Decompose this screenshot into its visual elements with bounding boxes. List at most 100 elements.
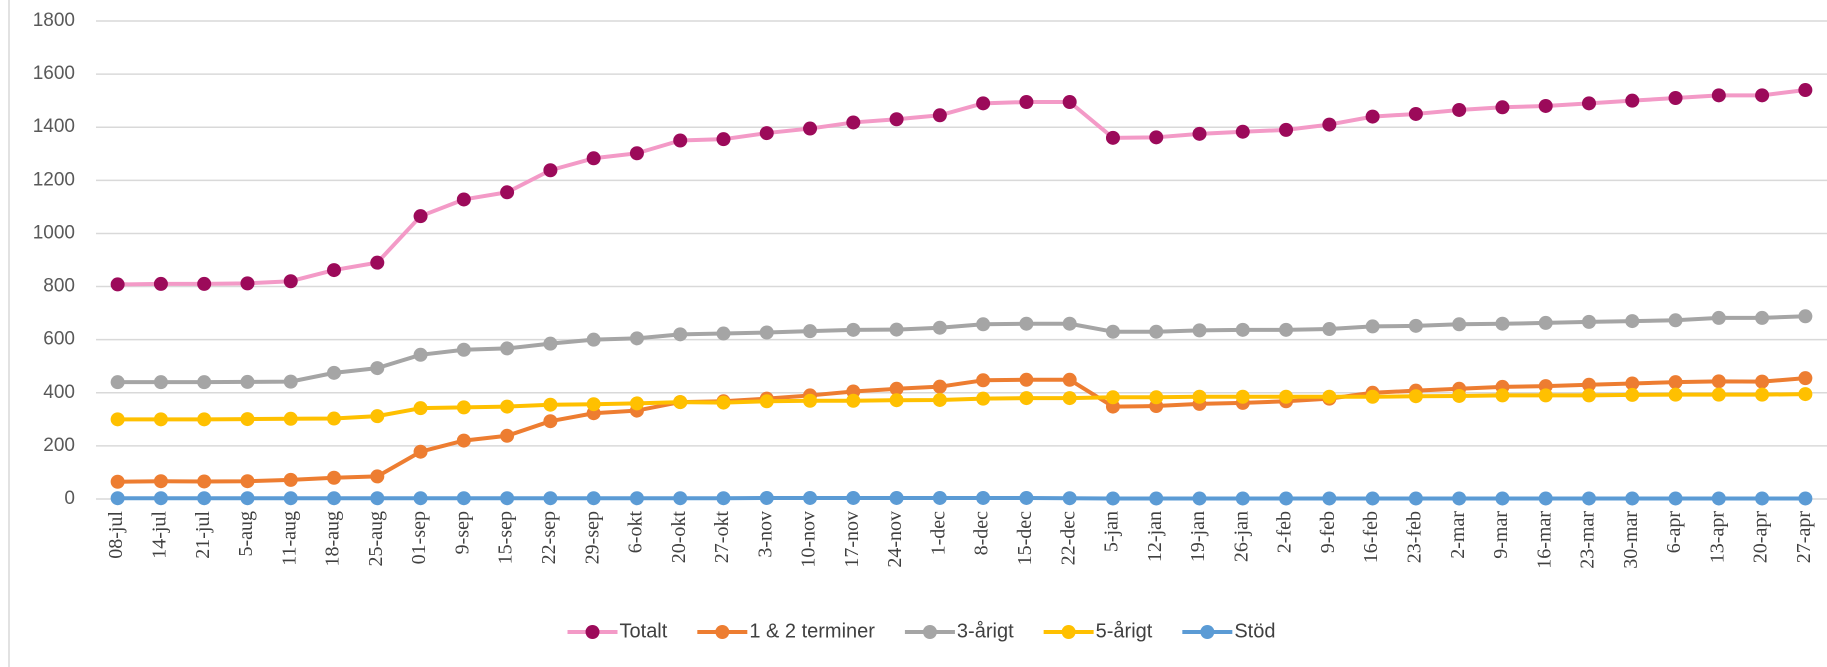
data-point (327, 263, 342, 278)
x-tick-label: 14-jul (149, 511, 171, 559)
y-tick-label: 1200 (33, 169, 75, 190)
data-point (586, 332, 601, 347)
data-point (846, 115, 861, 130)
data-point (803, 393, 818, 408)
data-point (1668, 313, 1683, 328)
data-point (932, 320, 947, 335)
data-point (197, 412, 212, 427)
x-tick-label: 21-jul (192, 511, 214, 559)
data-point (110, 474, 125, 489)
data-point (197, 474, 212, 489)
data-point (1581, 491, 1596, 506)
data-point (500, 399, 515, 414)
data-point (1408, 389, 1423, 404)
data-point (240, 276, 255, 291)
data-point (1581, 96, 1596, 111)
data-point (283, 472, 298, 487)
data-point (976, 317, 991, 332)
data-point (1019, 316, 1034, 331)
data-point (1452, 388, 1467, 403)
x-tick-label: 23-feb (1403, 511, 1425, 563)
x-tick-label: 16-mar (1533, 511, 1555, 569)
data-point (153, 474, 168, 489)
x-tick-label: 27-okt (711, 511, 733, 564)
data-point (1192, 491, 1207, 506)
y-tick-label: 400 (43, 382, 75, 403)
data-point (1062, 391, 1077, 406)
data-point (1452, 102, 1467, 117)
data-point (1755, 374, 1770, 389)
data-point (327, 365, 342, 380)
y-tick-label: 1800 (33, 10, 75, 31)
data-point (413, 491, 428, 506)
legend-marker (1061, 625, 1076, 639)
data-point (1538, 388, 1553, 403)
data-point (197, 276, 212, 291)
data-point (1408, 106, 1423, 121)
x-tick-label: 9-mar (1490, 511, 1512, 559)
data-point (1538, 315, 1553, 330)
legend-label: 1 & 2 terminer (749, 620, 875, 642)
data-point (846, 393, 861, 408)
data-point (1019, 372, 1034, 387)
data-point (413, 401, 428, 416)
data-point (1495, 100, 1510, 115)
data-point (1625, 314, 1640, 329)
legend-label: 3-årigt (957, 620, 1014, 642)
legend-marker (1200, 625, 1215, 639)
x-tick-label: 20-apr (1750, 511, 1772, 564)
data-point (1452, 491, 1467, 506)
x-tick-label: 9-feb (1317, 511, 1339, 553)
data-point (976, 391, 991, 406)
data-point (1105, 324, 1120, 339)
data-point (629, 146, 644, 161)
data-point (1019, 94, 1034, 109)
data-point (1755, 387, 1770, 402)
y-tick-label: 1400 (33, 116, 75, 137)
data-point (1408, 318, 1423, 333)
data-point (543, 336, 558, 351)
data-point (543, 397, 558, 412)
data-point (629, 331, 644, 346)
legend-marker (922, 625, 937, 639)
series-line (117, 376, 1806, 484)
x-tick-label: 01-sep (408, 511, 430, 564)
y-tick-label: 1600 (33, 63, 75, 84)
x-tick-label: 16-feb (1360, 511, 1382, 563)
data-point (1322, 117, 1337, 132)
data-point (1235, 322, 1250, 337)
data-point (456, 491, 471, 506)
data-point (240, 491, 255, 506)
data-point (759, 394, 774, 409)
data-point (240, 412, 255, 427)
x-tick-label: 8-dec (971, 511, 993, 556)
data-point (716, 395, 731, 410)
data-point (1798, 491, 1813, 506)
data-point (1192, 323, 1207, 338)
data-point (1711, 88, 1726, 103)
data-point (110, 491, 125, 506)
data-point (976, 96, 991, 111)
data-point (1495, 388, 1510, 403)
x-tick-label: 15-sep (495, 511, 517, 564)
data-point (1365, 319, 1380, 334)
x-tick-label: 29-sep (581, 511, 603, 564)
data-point (456, 192, 471, 207)
data-point (110, 412, 125, 427)
data-point (759, 325, 774, 340)
data-point (673, 491, 688, 506)
legend-marker (585, 625, 600, 639)
x-tick-label: 08-jul (105, 511, 127, 559)
data-point (716, 491, 731, 506)
data-point (283, 274, 298, 289)
x-tick-label: 18-aug (322, 511, 344, 567)
data-point (153, 375, 168, 390)
data-point (586, 151, 601, 166)
legend: Totalt 1 & 2 terminer 3-årigt 5-årigt Stöd (567, 620, 1275, 642)
data-point (456, 342, 471, 357)
data-point (283, 491, 298, 506)
data-point (1668, 387, 1683, 402)
x-tick-label: 11-aug (278, 511, 300, 566)
data-point (1279, 389, 1294, 404)
